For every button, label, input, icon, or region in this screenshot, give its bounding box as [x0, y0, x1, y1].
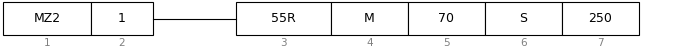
Text: 1: 1: [118, 12, 126, 25]
Bar: [485, 2, 562, 35]
Text: 3: 3: [280, 38, 287, 48]
Bar: [331, 2, 408, 35]
Text: MZ2: MZ2: [33, 12, 61, 25]
Text: 2: 2: [119, 38, 125, 48]
Bar: [91, 2, 153, 35]
Text: 1: 1: [44, 38, 50, 48]
Text: 250: 250: [589, 12, 612, 25]
Text: 4: 4: [366, 38, 373, 48]
Text: 7: 7: [597, 38, 604, 48]
Text: S: S: [520, 12, 527, 25]
Text: 70: 70: [439, 12, 455, 25]
Bar: [408, 2, 485, 35]
Bar: [3, 2, 91, 35]
Bar: [562, 2, 639, 35]
Text: 6: 6: [520, 38, 527, 48]
Bar: [236, 2, 331, 35]
Text: M: M: [364, 12, 375, 25]
Text: 55R: 55R: [271, 12, 296, 25]
Text: 5: 5: [443, 38, 450, 48]
